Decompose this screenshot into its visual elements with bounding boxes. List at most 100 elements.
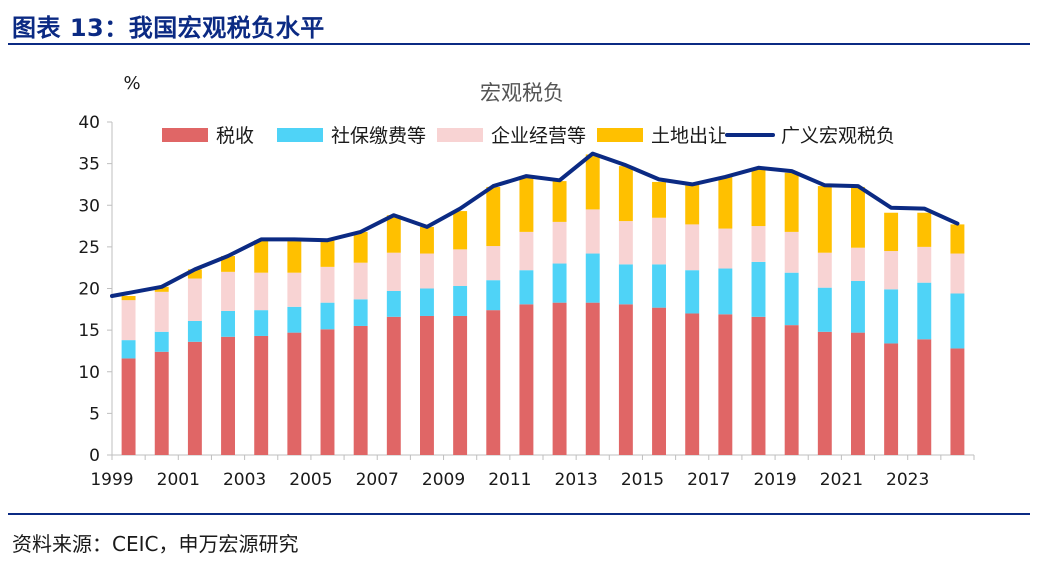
bar-segment — [154, 331, 169, 352]
bar-segment — [652, 307, 667, 455]
bar-segment — [817, 252, 832, 288]
legend-label: 企业经营等 — [491, 125, 586, 147]
y-tick-label: 35 — [78, 155, 100, 175]
bar-segment — [685, 224, 700, 271]
y-tick-label: 10 — [78, 363, 100, 383]
bar-segment — [618, 264, 633, 305]
y-tick-label: 5 — [89, 404, 100, 424]
bar-segment — [585, 209, 600, 254]
top-divider — [8, 43, 1030, 45]
y-tick-label: 30 — [78, 196, 100, 216]
bar-segment — [950, 253, 965, 294]
bar-segment — [419, 226, 434, 254]
bar-segment — [751, 261, 766, 317]
bar-segment — [718, 314, 733, 455]
bar-segment — [486, 280, 501, 311]
bar-segment — [386, 316, 401, 455]
y-axis: 0 5 10 15 20 25 30 35 40 — [78, 113, 113, 466]
legend-swatch — [162, 128, 208, 142]
bar-segment — [618, 221, 633, 265]
bar-segment — [850, 186, 865, 248]
bar-segment — [154, 286, 169, 292]
y-tick-label: 0 — [89, 446, 100, 466]
bar-segment — [585, 154, 600, 210]
bar-segment — [917, 282, 932, 340]
legend-swatch — [597, 128, 643, 142]
bar-segment — [950, 224, 965, 254]
bar-segment — [386, 290, 401, 317]
y-tick-label: 25 — [78, 238, 100, 258]
bar-segment — [419, 315, 434, 455]
bar-segment — [154, 351, 169, 455]
bar-segment — [519, 304, 534, 455]
y-axis-unit-label: % — [123, 73, 140, 94]
bar-segment — [121, 295, 136, 301]
bar-segment — [784, 272, 799, 326]
bar-segment — [254, 310, 269, 336]
bar-segment — [419, 253, 434, 289]
legend-label: 社保缴费等 — [331, 125, 426, 147]
bar-segment — [386, 215, 401, 253]
x-tick-label: 1999 — [90, 470, 133, 490]
bar-segment — [187, 269, 202, 279]
bar-segment — [552, 302, 567, 455]
bar-segment — [453, 286, 468, 316]
bar-segment — [552, 221, 567, 264]
x-tick-label: 2007 — [356, 470, 399, 490]
x-axis: 1999 2001 2003 2005 2007 2009 2011 2013 2015 2017… — [90, 454, 975, 490]
bar-segment — [519, 270, 534, 305]
x-tick-label: 2011 — [488, 470, 531, 490]
bar-segment — [884, 212, 899, 252]
legend-swatch — [437, 128, 483, 142]
x-tick-label: 2021 — [820, 470, 863, 490]
source-note: 资料来源：CEIC，申万宏源研究 — [12, 532, 299, 556]
bar-segment — [486, 310, 501, 455]
bar-segment — [221, 310, 236, 337]
bar-segment — [320, 266, 335, 303]
bar-segment — [917, 246, 932, 283]
x-tick-label: 2015 — [621, 470, 664, 490]
y-tick-label: 40 — [78, 113, 100, 133]
bar-segment — [287, 306, 302, 333]
bar-segment — [751, 167, 766, 227]
x-tick-label: 2023 — [886, 470, 929, 490]
bar-segment — [187, 341, 202, 455]
bar-segment — [121, 358, 136, 455]
bar-segment — [121, 300, 136, 341]
bar-segment — [817, 287, 832, 332]
bar-segment — [751, 316, 766, 455]
bar-segment — [917, 339, 932, 455]
bar-segment — [718, 228, 733, 269]
x-tick-label: 2001 — [157, 470, 200, 490]
bar-segment — [850, 247, 865, 282]
bar-segment — [386, 252, 401, 291]
bar-segment — [718, 176, 733, 229]
x-tick-label: 2019 — [753, 470, 796, 490]
y-tick-label: 15 — [78, 321, 100, 341]
bar-segment — [817, 186, 832, 253]
bar-segment — [287, 332, 302, 455]
bar-segment — [486, 246, 501, 281]
bar-segment — [320, 240, 335, 267]
bar-segment — [652, 181, 667, 218]
bar-segment — [221, 336, 236, 455]
bar-segment — [652, 264, 667, 308]
x-tick-label: 2017 — [687, 470, 730, 490]
bar-segment — [519, 176, 534, 232]
bar-segment — [419, 288, 434, 316]
bar-segment — [552, 263, 567, 303]
bar-series-group — [121, 154, 965, 455]
legend-label: 广义宏观税负 — [781, 125, 895, 147]
bar-segment — [884, 289, 899, 344]
y-tick-label: 20 — [78, 280, 100, 300]
bar-segment — [453, 315, 468, 455]
bar-segment — [519, 231, 534, 271]
bar-segment — [585, 302, 600, 455]
bar-segment — [353, 299, 368, 326]
bar-segment — [784, 325, 799, 455]
bar-segment — [320, 329, 335, 455]
legend-label: 税收 — [216, 125, 254, 147]
bar-segment — [751, 226, 766, 262]
bar-segment — [950, 348, 965, 455]
bar-segment — [486, 186, 501, 247]
